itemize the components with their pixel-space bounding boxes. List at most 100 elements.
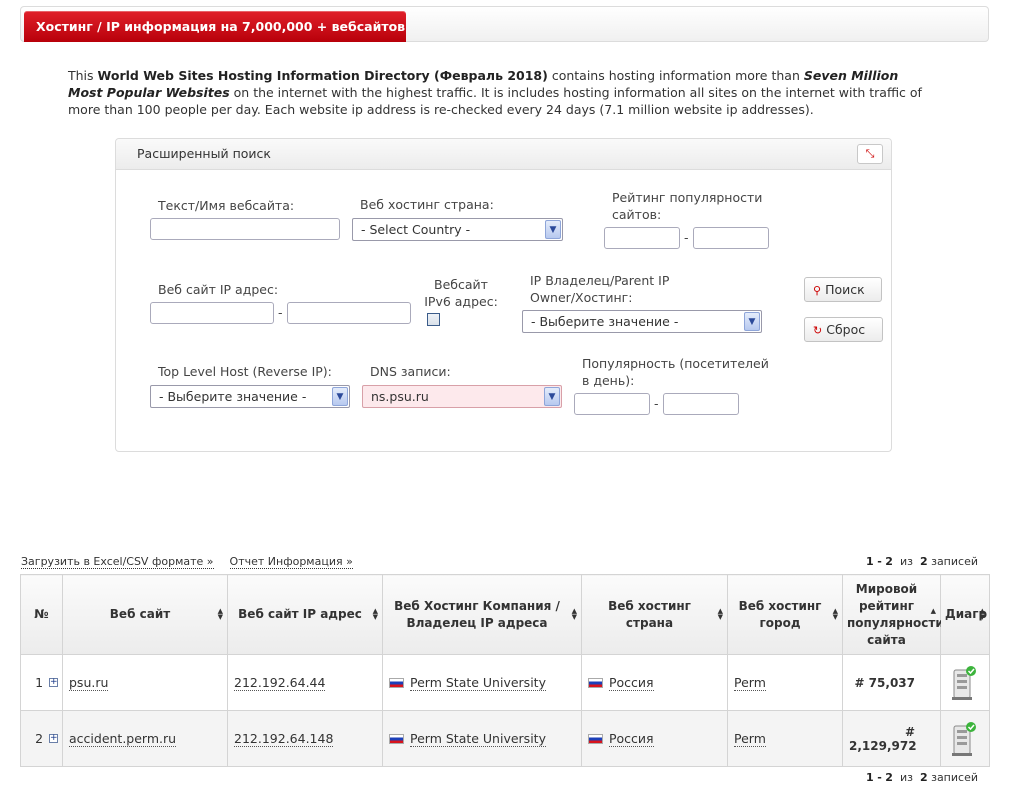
dash-separator: - <box>684 230 689 245</box>
visitors-from-input[interactable] <box>574 393 650 415</box>
col-company-label: Веб Хостинг Компания / Владелец IP адрес… <box>394 598 560 630</box>
diagram-cell <box>940 710 990 767</box>
row-num: 1 <box>35 675 44 690</box>
chevron-down-icon: ▼ <box>545 220 561 239</box>
russia-flag-icon <box>389 734 404 744</box>
ip-cell: 212.192.64.148 <box>227 710 383 767</box>
reset-button-label: Сброс <box>826 322 866 337</box>
chevron-down-icon: ▼ <box>544 387 560 406</box>
server-icon[interactable] <box>951 664 977 702</box>
search-button-label: Поиск <box>825 282 865 297</box>
ipv6-label: Вебсайт IPv6 адрес: <box>424 277 498 309</box>
refresh-icon: ↻ <box>813 324 823 337</box>
intro-part: contains hosting information more than <box>547 68 804 83</box>
company-cell: Perm State University <box>382 654 582 711</box>
expand-icon[interactable]: + <box>49 733 58 743</box>
pager-from: 1 <box>866 771 874 784</box>
sort-icon: ▲ ▼ <box>717 606 723 621</box>
col-city[interactable]: Веб хостинг город ▲ ▼ <box>727 574 843 655</box>
report-link[interactable]: Отчет Информация » <box>229 555 353 569</box>
pager-records: записей <box>931 555 978 568</box>
search-panel-title: Расширенный поиск <box>137 146 271 161</box>
visitors-to-input[interactable] <box>663 393 739 415</box>
col-site-label: Веб сайт <box>109 607 171 621</box>
sort-icon: ▲ ▼ <box>372 606 378 621</box>
country-select[interactable]: - Select Country - ▼ <box>352 218 563 241</box>
tld-label: Top Level Host (Reverse IP): <box>158 364 332 379</box>
owner-select[interactable]: - Выберите значение - ▼ <box>522 310 762 333</box>
company-link[interactable]: Perm State University <box>410 731 546 747</box>
col-country[interactable]: Веб хостинг страна ▲ ▼ <box>581 574 728 655</box>
server-icon[interactable] <box>951 720 977 758</box>
ip-link[interactable]: 212.192.64.44 <box>234 675 326 691</box>
site-cell: accident.perm.ru <box>62 710 228 767</box>
col-company[interactable]: Веб Хостинг Компания / Владелец IP адрес… <box>382 574 582 655</box>
pager-sep: - <box>877 771 882 784</box>
col-ip[interactable]: Веб сайт IP адрес ▲ ▼ <box>227 574 383 655</box>
site-cell: psu.ru <box>62 654 228 711</box>
table-row: 2 + accident.perm.ru 212.192.64.148 Perm… <box>20 710 990 767</box>
city-cell: Perm <box>727 654 843 711</box>
russia-flag-icon <box>389 678 404 688</box>
site-text-input[interactable] <box>150 218 340 240</box>
country-cell: Россия <box>581 710 728 767</box>
city-cell: Perm <box>727 710 843 767</box>
advanced-search-panel: Расширенный поиск ⤡ Текст/Имя вебсайта: … <box>115 138 892 452</box>
city-link[interactable]: Perm <box>734 731 766 747</box>
owner-select-value: - Выберите значение - <box>531 314 679 329</box>
ip-label: Веб сайт IP адрес: <box>158 282 279 297</box>
sort-icon: ▲ ▼ <box>832 606 838 621</box>
ip-cell: 212.192.64.44 <box>227 654 383 711</box>
row-num: 2 <box>35 731 44 746</box>
rank-cell: # 75,037 <box>842 654 941 711</box>
ip-to-input[interactable] <box>287 302 411 324</box>
search-button[interactable]: ⚲ Поиск <box>804 277 882 302</box>
dns-select-value: ns.psu.ru <box>371 389 429 404</box>
dns-label: DNS записи: <box>370 364 451 379</box>
search-icon: ⚲ <box>813 284 822 297</box>
chevron-down-icon: ▼ <box>332 387 348 406</box>
site-link[interactable]: psu.ru <box>69 675 109 691</box>
col-rank-label: Мировой рейтинг популярности сайта <box>847 581 944 647</box>
col-diagram[interactable]: Диагр ▲ ▼ <box>940 574 990 655</box>
rank-cell: # 2,129,972 <box>842 710 941 767</box>
ipv6-checkbox[interactable] <box>427 313 440 326</box>
dash-separator: - <box>278 305 283 320</box>
reset-button[interactable]: ↻ Сброс <box>804 317 883 342</box>
pager-to: 2 <box>885 771 893 784</box>
col-site[interactable]: Веб сайт ▲ ▼ <box>62 574 228 655</box>
header-bar: Хостинг / IP информация на 7,000,000 + в… <box>20 6 989 42</box>
export-links: Загрузить в Excel/CSV формате » Отчет Инф… <box>21 555 369 569</box>
diagram-cell <box>940 654 990 711</box>
pager-records: записей <box>931 771 978 784</box>
intro-part: on the internet with the highest traffic… <box>68 85 922 117</box>
col-rank[interactable]: Мировой рейтинг популярности сайта ▲ <box>842 574 944 655</box>
ip-from-input[interactable] <box>150 302 274 324</box>
intro-part: This <box>68 68 98 83</box>
expand-icon[interactable]: + <box>49 677 58 687</box>
site-link[interactable]: accident.perm.ru <box>69 731 177 747</box>
pager-from: 1 <box>866 555 874 568</box>
col-num-label: № <box>34 607 49 621</box>
country-link[interactable]: Россия <box>609 731 654 747</box>
pager-of: из <box>899 771 913 784</box>
results-table: № Веб сайт ▲ ▼ Веб сайт IP адрес ▲ ▼ Веб Хос… <box>20 574 990 767</box>
tld-select[interactable]: - Выберите значение - ▼ <box>150 385 350 408</box>
page-title: Хостинг / IP информация на 7,000,000 + в… <box>24 11 406 42</box>
ip-link[interactable]: 212.192.64.148 <box>234 731 334 747</box>
owner-label: IP Владелец/Parent IP Owner/Хостинг: <box>530 273 670 305</box>
chevron-down-icon: ▼ <box>744 312 760 331</box>
rank-to-input[interactable] <box>693 227 769 249</box>
excel-export-link[interactable]: Загрузить в Excel/CSV формате » <box>21 555 214 569</box>
country-link[interactable]: Россия <box>609 675 654 691</box>
collapse-icon[interactable]: ⤡ <box>857 144 883 164</box>
rank-from-input[interactable] <box>604 227 680 249</box>
pager-top: 1 - 2 из 2 записей <box>866 555 978 568</box>
sort-icon: ▲ ▼ <box>571 606 577 621</box>
russia-flag-icon <box>588 678 603 688</box>
dns-select[interactable]: ns.psu.ru ▼ <box>362 385 562 408</box>
city-link[interactable]: Perm <box>734 675 766 691</box>
company-link[interactable]: Perm State University <box>410 675 546 691</box>
site-text-label: Текст/Имя вебсайта: <box>158 198 295 213</box>
intro-bold: World Web Sites Hosting Information Dire… <box>97 68 548 83</box>
